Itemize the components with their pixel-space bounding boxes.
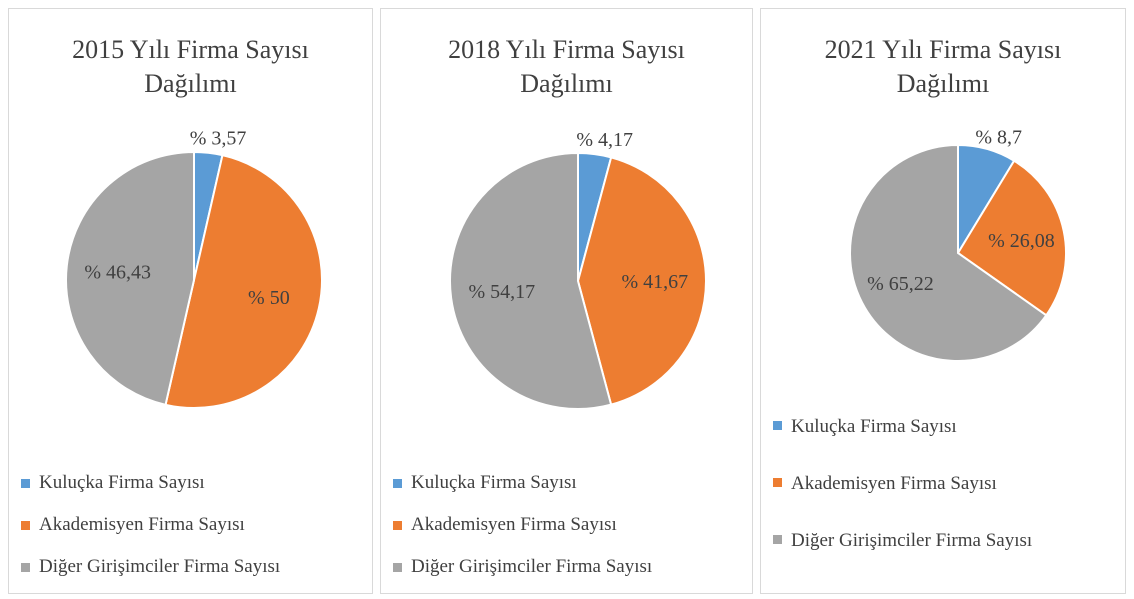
- chart-panel: 2021 Yılı Firma Sayısı Dağılımı % 8,7 % 26…: [760, 8, 1126, 594]
- data-label: % 26,08: [988, 230, 1055, 252]
- pie-slice: [849, 143, 1048, 362]
- legend-item: Diğer Girişimciler Firma Sayısı: [393, 555, 744, 597]
- legend-swatch: [21, 563, 30, 572]
- data-label: % 41,67: [621, 271, 688, 293]
- data-label: % 65,22: [867, 273, 934, 295]
- chart-title: 2015 Yılı Firma Sayısı Dağılımı: [72, 35, 309, 98]
- data-label: % 46,43: [84, 261, 151, 283]
- legend-label: Akademisyen Firma Sayısı: [791, 473, 997, 494]
- legend: Kuluçka Firma Sayısı Akademisyen Firma Sa…: [393, 471, 744, 597]
- data-label: % 4,17: [576, 129, 633, 151]
- pie-slice: [449, 151, 613, 409]
- legend: Kuluçka Firma Sayısı Akademisyen Firma Sa…: [773, 413, 1043, 584]
- legend-swatch: [773, 478, 782, 487]
- legend-item: Akademisyen Firma Sayısı: [773, 470, 1043, 527]
- pie-slice: [164, 154, 323, 409]
- pie: % 3,57 % 50 % 46,43: [65, 128, 323, 409]
- legend-label: Akademisyen Firma Sayısı: [39, 514, 245, 535]
- legend-label: Diğer Girişimciler Firma Sayısı: [39, 556, 281, 577]
- legend-swatch: [773, 421, 782, 430]
- legend-item: Diğer Girişimciler Firma Sayısı: [773, 527, 1043, 584]
- legend: Kuluçka Firma Sayısı Akademisyen Firma Sa…: [21, 471, 364, 597]
- legend-label: Akademisyen Firma Sayısı: [411, 514, 617, 535]
- chart-title: 2018 Yılı Firma Sayısı Dağılımı: [448, 35, 685, 98]
- pie-slice: [65, 150, 195, 406]
- chart-panel: 2018 Yılı Firma Sayısı Dağılımı% 4,17% 4…: [380, 8, 753, 594]
- pie: % 8,7 % 26,08 % 65,22: [849, 127, 1067, 362]
- legend-label: Diğer Girişimciler Firma Sayısı: [411, 556, 653, 577]
- data-label: % 3,57: [190, 128, 247, 150]
- legend-item: Akademisyen Firma Sayısı: [21, 513, 364, 555]
- data-label: % 54,17: [469, 281, 536, 303]
- legend-item: Akademisyen Firma Sayısı: [393, 513, 744, 555]
- legend-swatch: [21, 479, 30, 488]
- pie-slice: [956, 159, 1067, 317]
- legend-item: Kuluçka Firma Sayısı: [393, 471, 744, 513]
- legend-swatch: [393, 479, 402, 488]
- legend-item: Kuluçka Firma Sayısı: [21, 471, 364, 513]
- legend-swatch: [773, 535, 782, 544]
- data-label: % 50: [248, 287, 290, 309]
- chart-panel: 2015 Yılı Firma Sayısı Dağılımı % 3,57 % 5…: [8, 8, 373, 594]
- legend-swatch: [393, 521, 402, 530]
- pie: % 4,17 % 41,67 % 54,17: [449, 129, 707, 409]
- legend-item: Diğer Girişimciler Firma Sayısı: [21, 555, 364, 597]
- chart-title: 2021 Yılı Firma Sayısı Dağılımı: [824, 35, 1062, 98]
- legend-label: Kuluçka Firma Sayısı: [411, 472, 577, 493]
- legend-swatch: [393, 563, 402, 572]
- legend-label: Diğer Girişimciler Firma Sayısı: [791, 530, 1033, 551]
- legend-label: Kuluçka Firma Sayısı: [39, 472, 205, 493]
- legend-swatch: [21, 521, 30, 530]
- pie-slice: [576, 156, 707, 406]
- legend-item: Kuluçka Firma Sayısı: [773, 413, 1043, 470]
- legend-label: Kuluçka Firma Sayısı: [791, 416, 957, 437]
- data-label: % 8,7: [975, 127, 1022, 149]
